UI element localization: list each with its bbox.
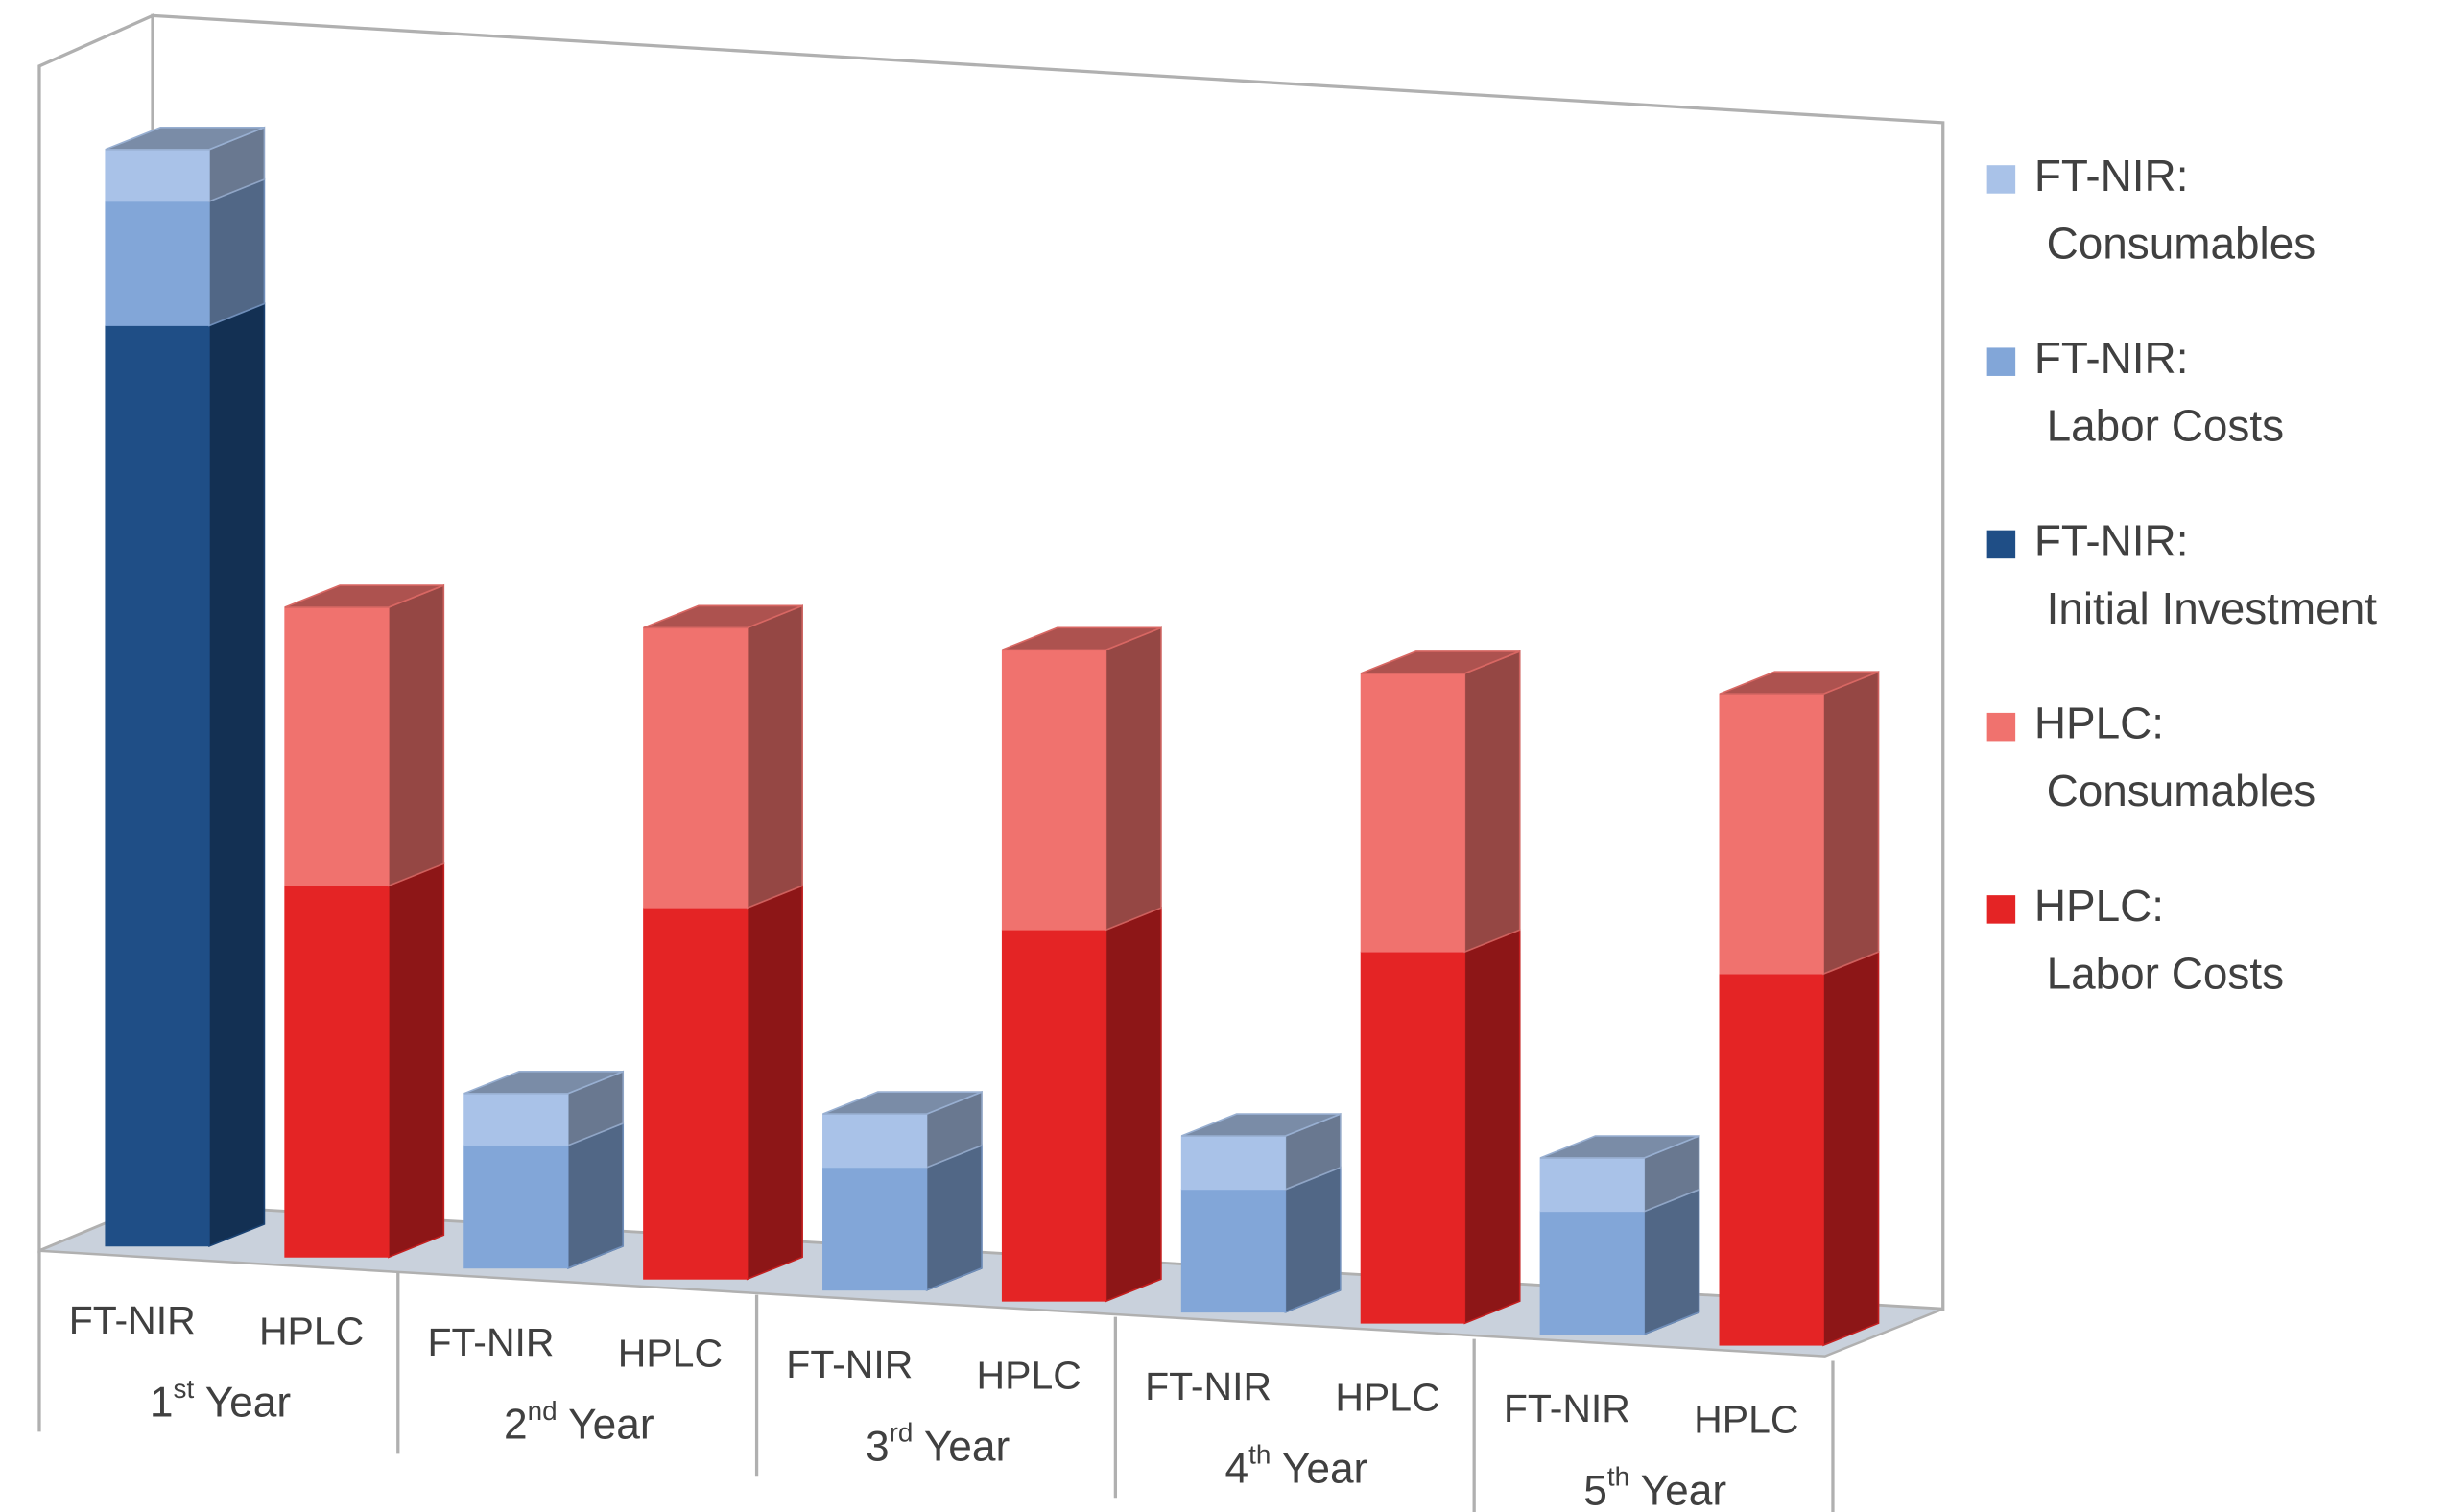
- subcategory-label: HPLC: [259, 1310, 364, 1354]
- bar-front: [1360, 673, 1465, 953]
- legend-swatch: [1986, 712, 2016, 742]
- bar-front: [643, 626, 749, 909]
- bar-segment: [1719, 671, 1880, 976]
- subcategory-label: HPLC: [618, 1332, 723, 1376]
- bar-top: [463, 1070, 624, 1095]
- bar-front: [284, 885, 390, 1258]
- bar-top: [822, 1091, 983, 1115]
- bar-segment: [284, 862, 445, 1259]
- legend-label: FT-NIR: Consumables: [2034, 151, 2316, 269]
- bar-side: [1105, 907, 1162, 1303]
- category-axis: FT-NIR HPLC 1st Year FT-NIR HPLC 2nd Year FT-N…: [37, 1250, 1835, 1512]
- bar-side: [1463, 650, 1521, 954]
- subcategory-label: HPLC: [977, 1353, 1081, 1397]
- bar-front: [822, 1113, 928, 1169]
- bar-front: [822, 1167, 928, 1291]
- bar-front: [1001, 929, 1106, 1302]
- category-label: 5th Year: [1583, 1462, 1726, 1512]
- bar-side: [567, 1122, 625, 1270]
- subcategory-label: HPLC: [1335, 1375, 1439, 1419]
- bar-top: [105, 127, 265, 151]
- bar-side: [1105, 626, 1162, 932]
- subcategory-label: FT-NIR: [69, 1298, 196, 1342]
- legend-label: FT-NIR: Initial Investment: [2034, 516, 2377, 634]
- bar-segment: [1719, 950, 1880, 1347]
- category-label: 1st Year: [150, 1374, 291, 1426]
- bar-segment: [1360, 650, 1521, 954]
- legend-swatch: [1986, 347, 2016, 376]
- legend-swatch: [1986, 165, 2016, 194]
- bar-front: [1180, 1189, 1286, 1313]
- category-label: 4th Year: [1225, 1440, 1368, 1492]
- bar-side: [1643, 1188, 1700, 1335]
- bar-segment: [105, 302, 266, 1248]
- subcategory-label: HPLC: [1694, 1397, 1798, 1441]
- bar-segment: [822, 1144, 983, 1291]
- category-label: 3rd Year: [866, 1418, 1010, 1470]
- bar-front: [284, 606, 390, 886]
- bar-segment: [284, 583, 445, 887]
- bar-segment: [463, 1122, 625, 1270]
- bar-front: [1719, 693, 1824, 975]
- bar-segment: [463, 1070, 625, 1147]
- bar-top: [1719, 671, 1879, 696]
- legend-label: FT-NIR: Labor Costs: [2034, 333, 2284, 451]
- bar-segment: [643, 604, 803, 910]
- bar-front: [1719, 973, 1824, 1346]
- bar-top: [1002, 626, 1162, 651]
- bar-front: [1539, 1157, 1645, 1213]
- bar-side: [1822, 671, 1880, 976]
- bar-front: [1180, 1135, 1286, 1191]
- legend: FT-NIR: Consumables FT-NIR: Labor Costs FT…: [1986, 151, 2377, 999]
- subcategory-label: FT-NIR: [1145, 1364, 1272, 1408]
- bar-front: [643, 907, 749, 1280]
- bar-side: [925, 1144, 983, 1291]
- bar-segment: [1180, 1112, 1342, 1192]
- bar-side: [208, 177, 266, 327]
- legend-label: HPLC: Labor Costs: [2034, 881, 2284, 999]
- bar-front: [463, 1145, 569, 1269]
- bar-side: [746, 604, 803, 910]
- bar-side: [388, 862, 445, 1259]
- bar-segment: [1360, 928, 1521, 1325]
- bar-side: [1284, 1166, 1342, 1313]
- bar-segment: [105, 177, 266, 327]
- bar-segment: [822, 1090, 983, 1169]
- bar-front: [1001, 649, 1106, 931]
- bar-segment: [105, 126, 266, 203]
- legend-swatch: [1986, 895, 2016, 924]
- bar-front: [105, 325, 210, 1247]
- bar-front: [1360, 951, 1465, 1324]
- bar-top: [1539, 1135, 1699, 1159]
- bar-side: [1822, 950, 1880, 1347]
- bar-segment: [1180, 1166, 1342, 1313]
- subcategory-label: FT-NIR: [427, 1320, 554, 1364]
- bar-top: [1360, 650, 1521, 674]
- bar-top: [284, 584, 444, 608]
- bar-side: [746, 885, 803, 1281]
- bar-segment: [1001, 907, 1162, 1303]
- bar-front: [1539, 1211, 1645, 1335]
- bar-front: [105, 149, 210, 202]
- subcategory-label: FT-NIR: [786, 1342, 913, 1386]
- bar-segment: [643, 885, 803, 1281]
- bar-segment: [1001, 626, 1162, 932]
- subcategory-label: FT-NIR: [1504, 1386, 1630, 1430]
- bar-front: [463, 1093, 569, 1146]
- bar-front: [105, 201, 210, 326]
- bar-top: [643, 604, 803, 629]
- bar-side: [388, 583, 445, 887]
- bar-top: [1180, 1113, 1342, 1137]
- bar-segment: [1539, 1134, 1700, 1213]
- category-label: 2nd Year: [504, 1396, 654, 1448]
- bars: [105, 126, 1880, 1347]
- bar-side: [208, 302, 266, 1248]
- legend-label: HPLC: Consumables: [2034, 698, 2316, 816]
- legend-swatch: [1986, 530, 2016, 559]
- bar-side: [1463, 928, 1521, 1325]
